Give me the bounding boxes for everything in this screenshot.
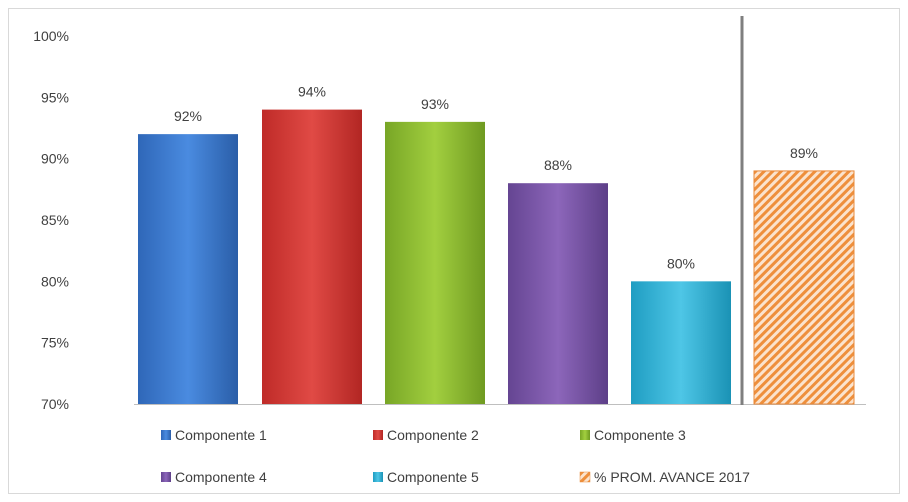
legend: Componente 1 Componente 2 Componente 3 Comp… [161,427,750,485]
legend-label-3: Componente 3 [594,427,686,443]
y-tick-label: 75% [41,335,69,351]
bars [138,109,855,405]
data-label-6: 89% [790,145,818,161]
y-tick-label: 90% [41,151,69,167]
legend-swatch-3 [580,430,590,440]
legend-swatch-5 [373,472,383,482]
y-tick-label: 70% [41,396,69,412]
data-label-5: 80% [667,255,695,271]
legend-label-4: Componente 4 [175,469,267,485]
legend-swatch-6 [579,471,591,483]
data-labels: 92% 94% 93% 88% 80% 89% [174,84,818,272]
legend-swatch-1 [161,430,171,440]
data-label-2: 94% [298,84,326,100]
bar-2 [262,109,362,404]
bar-5 [631,281,731,404]
chart-border [8,8,900,494]
data-label-3: 93% [421,96,449,112]
legend-label-5: Componente 5 [387,469,479,485]
bar-4 [508,183,608,404]
bar-1 [138,134,238,404]
data-label-4: 88% [544,157,572,173]
legend-label-1: Componente 1 [175,427,267,443]
y-tick-label: 85% [41,212,69,228]
bar-3 [385,121,485,404]
legend-swatch-4 [161,472,171,482]
bar-6 [753,170,855,405]
y-axis: 70% 75% 80% 85% 90% 95% 100% [33,28,866,412]
y-tick-label: 80% [41,273,69,289]
y-tick-label: 100% [33,28,69,44]
legend-label-6: % PROM. AVANCE 2017 [594,469,750,485]
legend-label-2: Componente 2 [387,427,479,443]
data-label-1: 92% [174,108,202,124]
legend-swatch-2 [373,430,383,440]
y-tick-label: 95% [41,89,69,105]
